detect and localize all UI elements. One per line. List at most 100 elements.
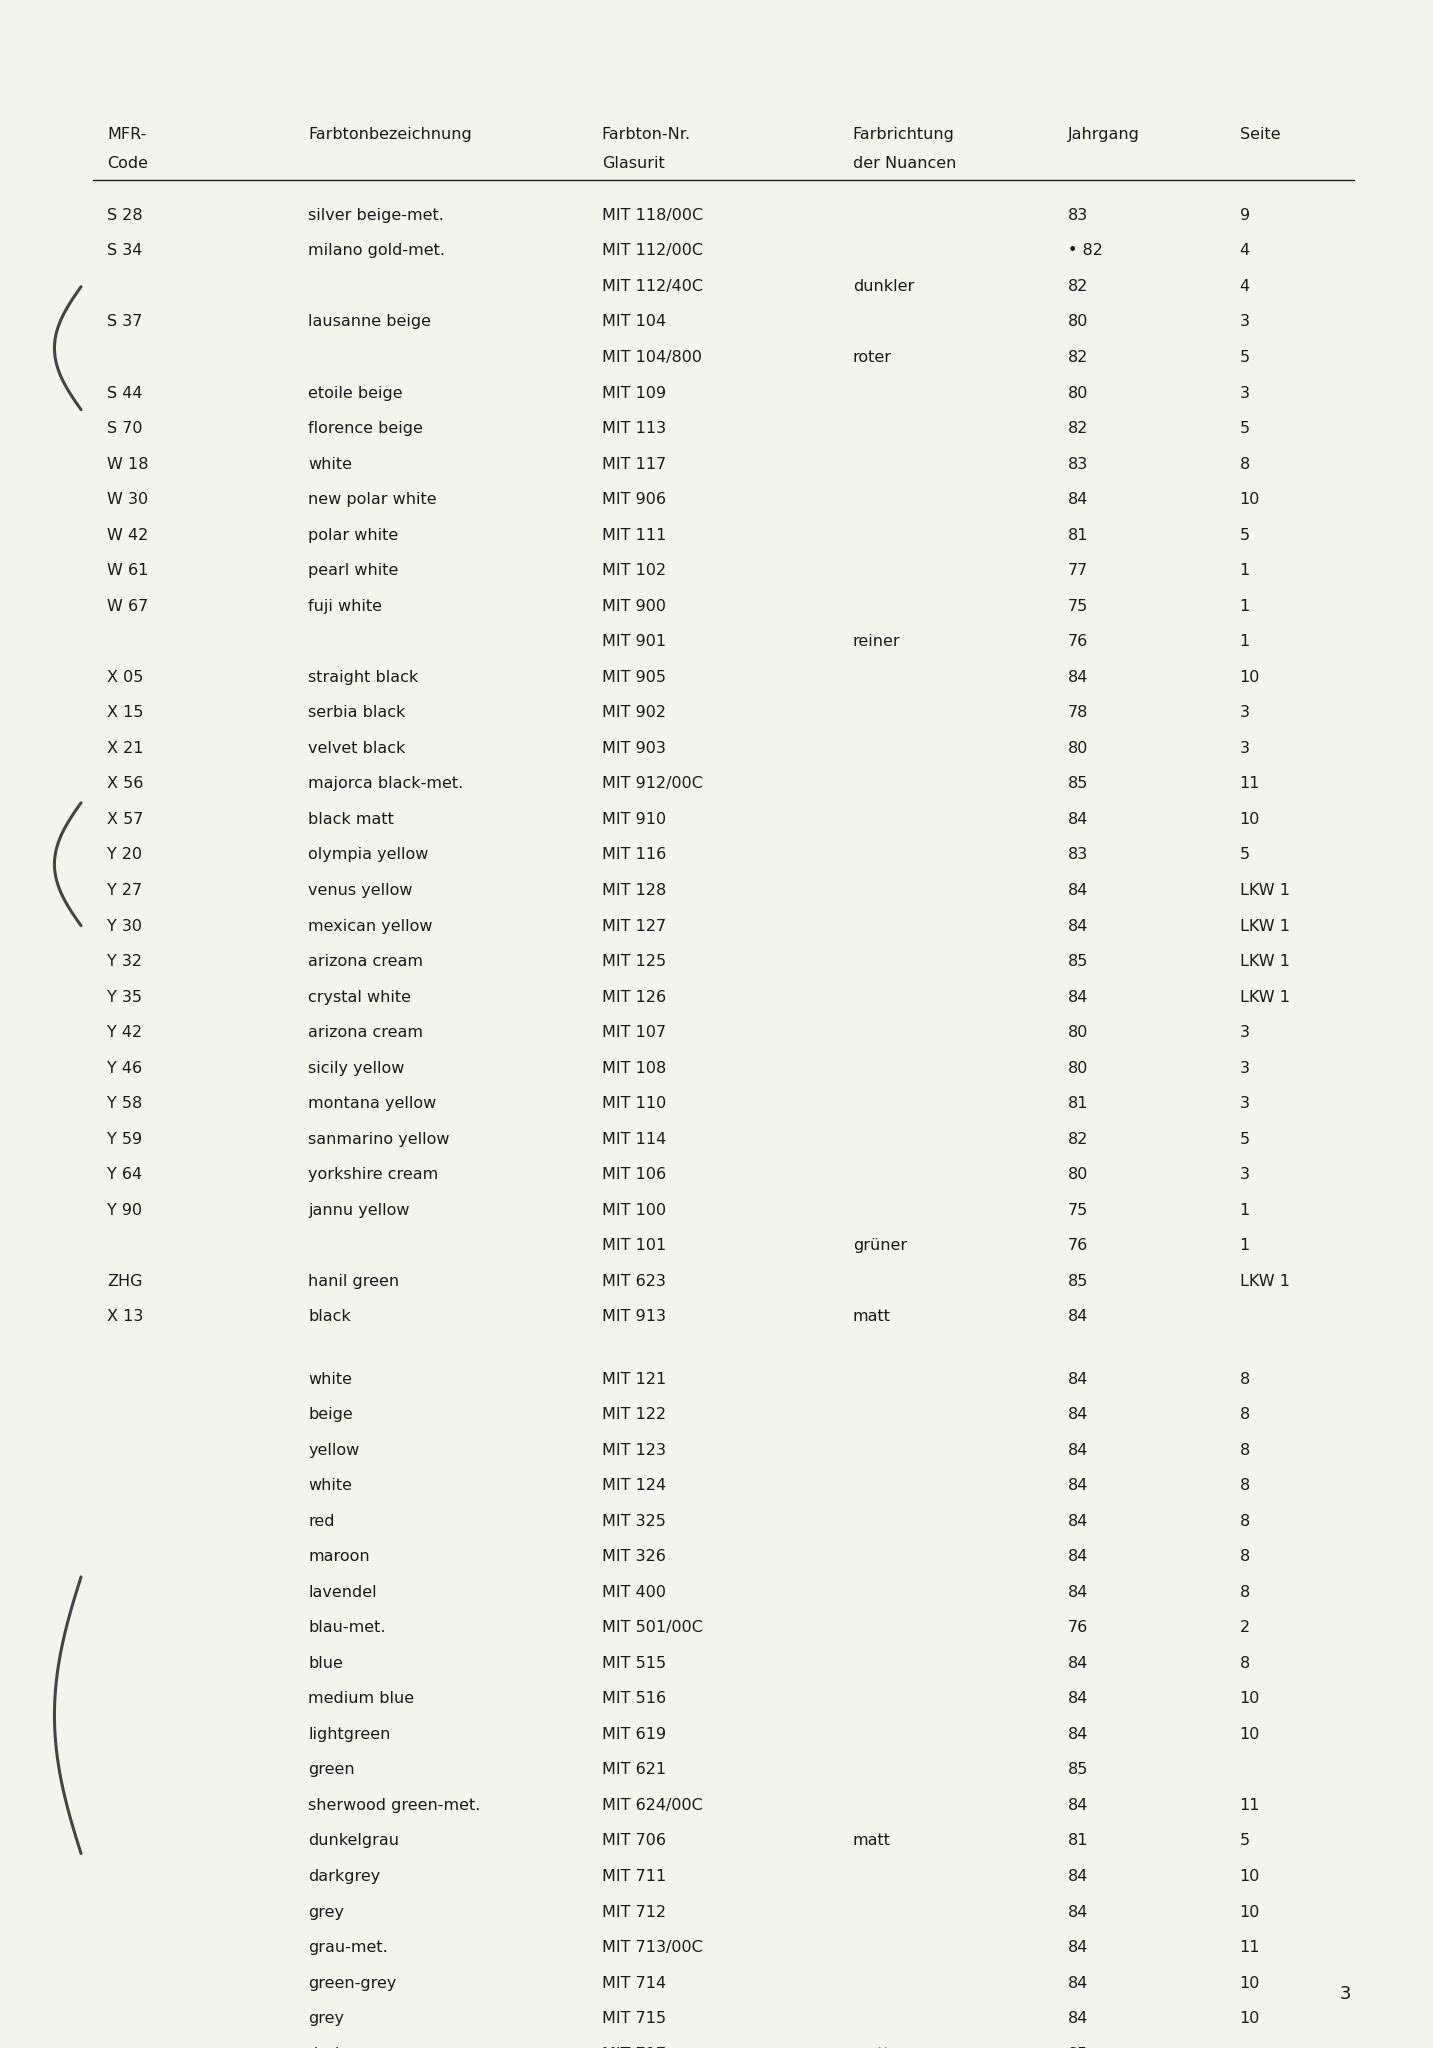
Text: 3: 3 [1240, 385, 1250, 401]
Text: florence beige: florence beige [308, 422, 423, 436]
Text: LKW 1: LKW 1 [1240, 954, 1290, 969]
Text: grey: grey [308, 2011, 344, 2025]
Text: MIT 905: MIT 905 [602, 670, 666, 684]
Text: LKW 1: LKW 1 [1240, 989, 1290, 1006]
Text: • 82: • 82 [1068, 244, 1102, 258]
Text: new polar white: new polar white [308, 492, 437, 508]
Text: white: white [308, 1372, 353, 1386]
Text: hanil green: hanil green [308, 1274, 400, 1288]
Text: LKW 1: LKW 1 [1240, 918, 1290, 934]
Text: silver beige-met.: silver beige-met. [308, 207, 444, 223]
Text: 10: 10 [1240, 1870, 1260, 1884]
Text: lightgreen: lightgreen [308, 1726, 390, 1743]
Text: Y 90: Y 90 [107, 1202, 143, 1219]
Text: MIT 706: MIT 706 [602, 1833, 666, 1849]
Text: green-grey: green-grey [308, 1976, 397, 1991]
Text: MIT 104: MIT 104 [602, 315, 666, 330]
Text: reiner: reiner [853, 635, 900, 649]
Text: 8: 8 [1240, 1442, 1250, 1458]
Text: 5: 5 [1240, 1133, 1250, 1147]
Text: MIT 400: MIT 400 [602, 1585, 666, 1599]
Text: 84: 84 [1068, 492, 1088, 508]
Text: MIT 100: MIT 100 [602, 1202, 666, 1219]
Text: 84: 84 [1068, 1513, 1088, 1528]
Text: 3: 3 [1240, 1167, 1250, 1182]
Text: MIT 128: MIT 128 [602, 883, 666, 897]
Text: 10: 10 [1240, 492, 1260, 508]
Text: 84: 84 [1068, 1870, 1088, 1884]
Text: jannu yellow: jannu yellow [308, 1202, 410, 1219]
Text: 84: 84 [1068, 1692, 1088, 1706]
Text: venus yellow: venus yellow [308, 883, 413, 897]
Text: 10: 10 [1240, 1726, 1260, 1743]
Text: MIT 906: MIT 906 [602, 492, 666, 508]
Text: 84: 84 [1068, 1585, 1088, 1599]
Text: W 61: W 61 [107, 563, 149, 578]
Text: MIT 102: MIT 102 [602, 563, 666, 578]
Text: 84: 84 [1068, 1726, 1088, 1743]
Text: lavendel: lavendel [308, 1585, 377, 1599]
Text: Y 30: Y 30 [107, 918, 142, 934]
Text: grey: grey [308, 1905, 344, 1919]
Text: 5: 5 [1240, 848, 1250, 862]
Text: matt: matt [853, 1833, 891, 1849]
Text: Y 58: Y 58 [107, 1096, 143, 1112]
Text: beige: beige [308, 1407, 353, 1421]
Text: 84: 84 [1068, 1976, 1088, 1991]
Text: arizona cream: arizona cream [308, 954, 423, 969]
Text: MIT 108: MIT 108 [602, 1061, 666, 1075]
Text: MIT 104/800: MIT 104/800 [602, 350, 702, 365]
Text: lausanne beige: lausanne beige [308, 315, 431, 330]
Text: matt: matt [853, 1309, 891, 1325]
Text: 84: 84 [1068, 1939, 1088, 1956]
Text: S 28: S 28 [107, 207, 143, 223]
Text: 10: 10 [1240, 2011, 1260, 2025]
Text: Y 35: Y 35 [107, 989, 142, 1006]
Text: grüner: grüner [853, 1239, 907, 1253]
Text: MIT 117: MIT 117 [602, 457, 666, 471]
Text: 4: 4 [1240, 279, 1250, 295]
Text: W 18: W 18 [107, 457, 149, 471]
Text: 8: 8 [1240, 457, 1250, 471]
Text: MIT 109: MIT 109 [602, 385, 666, 401]
Text: MIT 621: MIT 621 [602, 1763, 666, 1778]
Text: 80: 80 [1068, 1026, 1088, 1040]
Text: X 56: X 56 [107, 776, 143, 791]
Text: Y 27: Y 27 [107, 883, 143, 897]
Text: MFR-: MFR- [107, 127, 146, 141]
Text: 10: 10 [1240, 1905, 1260, 1919]
Text: 80: 80 [1068, 741, 1088, 756]
Text: 3: 3 [1240, 741, 1250, 756]
Text: arizona cream: arizona cream [308, 1026, 423, 1040]
Text: white: white [308, 1479, 353, 1493]
Text: fuji white: fuji white [308, 598, 383, 614]
Text: MIT 910: MIT 910 [602, 811, 666, 827]
Text: MIT 624/00C: MIT 624/00C [602, 1798, 702, 1812]
Text: black matt: black matt [308, 811, 394, 827]
Text: 3: 3 [1340, 1985, 1351, 2003]
Text: 84: 84 [1068, 1309, 1088, 1325]
Text: 80: 80 [1068, 1167, 1088, 1182]
Text: MIT 101: MIT 101 [602, 1239, 666, 1253]
Text: Farbrichtung: Farbrichtung [853, 127, 954, 141]
Text: 75: 75 [1068, 598, 1088, 614]
Text: 8: 8 [1240, 1657, 1250, 1671]
Text: medium blue: medium blue [308, 1692, 414, 1706]
Text: MIT 712: MIT 712 [602, 1905, 666, 1919]
Text: 81: 81 [1068, 1833, 1088, 1849]
Text: 84: 84 [1068, 2011, 1088, 2025]
Text: dunkler: dunkler [853, 279, 914, 295]
Text: 84: 84 [1068, 1479, 1088, 1493]
Text: 1: 1 [1240, 635, 1250, 649]
Text: MIT 715: MIT 715 [602, 2011, 666, 2025]
Text: 8: 8 [1240, 1372, 1250, 1386]
Text: 82: 82 [1068, 279, 1088, 295]
Text: 8: 8 [1240, 1548, 1250, 1565]
Text: 84: 84 [1068, 811, 1088, 827]
Text: 84: 84 [1068, 989, 1088, 1006]
Text: sicily yellow: sicily yellow [308, 1061, 404, 1075]
Text: S 44: S 44 [107, 385, 143, 401]
Text: 81: 81 [1068, 1096, 1088, 1112]
Text: 10: 10 [1240, 670, 1260, 684]
Text: MIT 903: MIT 903 [602, 741, 666, 756]
